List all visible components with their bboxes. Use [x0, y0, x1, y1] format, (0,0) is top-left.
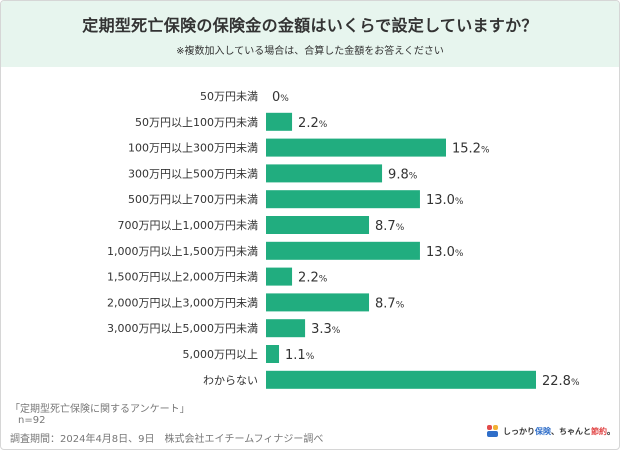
bar [266, 293, 370, 312]
brand-logo-icon [487, 425, 499, 437]
category-label: 500万円以上700万円未満 [128, 193, 258, 206]
chart-header [1, 1, 619, 67]
bar [266, 216, 370, 234]
brand-logo-text-1: しっかり [503, 426, 535, 436]
bar [266, 138, 446, 157]
brand-logo-text-5: 。 [607, 426, 615, 436]
data-label: 9.8% [388, 167, 418, 182]
bar [266, 190, 420, 209]
data-label: 8.7% [375, 219, 405, 234]
bar [266, 112, 293, 131]
data-label: 13.0% [426, 193, 464, 208]
brand-logo-text-2: 保険 [535, 426, 551, 436]
bar [266, 241, 420, 260]
data-label: 3.3% [311, 322, 341, 337]
survey-name: 「定期型死亡保険に関するアンケート」 [10, 404, 190, 415]
bar [266, 345, 280, 363]
category-label: 3,000万円以上5,000万円未満 [107, 322, 258, 335]
brand-logo: しっかり 保険 、ちゃんと 節約 。 [487, 425, 615, 437]
brand-logo-text-4: 節約 [591, 426, 607, 436]
sample-size: n=92 [18, 415, 46, 426]
brand-logo-text-3: 、ちゃんと [551, 426, 591, 436]
survey-period: 調査期間：2024年4月8日、9日 株式会社エイチームフィナジー調べ [10, 434, 324, 445]
bar [266, 267, 293, 286]
chart-subtitle: ※複数加入している場合は、合算した金額をお答えください [176, 46, 444, 57]
data-label: 13.0% [426, 245, 464, 260]
bar-chart: 50万円未満 0% 50万円以上100万円未満 2.2% 100万円以上300万円未満 1… [107, 90, 580, 389]
chart-title: 定期型死亡保険の保険金の金額はいくらで設定していますか？ [82, 16, 538, 35]
data-label: 22.8% [542, 374, 580, 389]
category-label: 50万円未満 [200, 90, 258, 103]
category-label: 50万円以上100万円未満 [135, 116, 258, 129]
bar [266, 319, 306, 338]
category-label: わからない [203, 374, 258, 387]
category-label: 1,500万円以上2,000万円未満 [107, 271, 258, 284]
category-label: 2,000万円以上3,000万円未満 [107, 296, 258, 309]
bar [266, 164, 383, 183]
data-label: 8.7% [375, 296, 405, 311]
category-label: 5,000万円以上 [183, 348, 259, 361]
data-label: 15.2% [452, 142, 490, 157]
data-label: 0% [272, 90, 289, 105]
category-label: 700万円以上1,000万円未満 [118, 219, 259, 232]
data-label: 2.2% [298, 271, 328, 286]
data-label: 1.1% [285, 348, 315, 363]
category-label: 100万円以上300万円未満 [128, 142, 258, 155]
category-label: 300万円以上500万円未満 [128, 167, 258, 180]
category-label: 1,000万円以上1,500万円未満 [107, 245, 258, 258]
data-label: 2.2% [298, 116, 328, 131]
bar [266, 370, 536, 389]
